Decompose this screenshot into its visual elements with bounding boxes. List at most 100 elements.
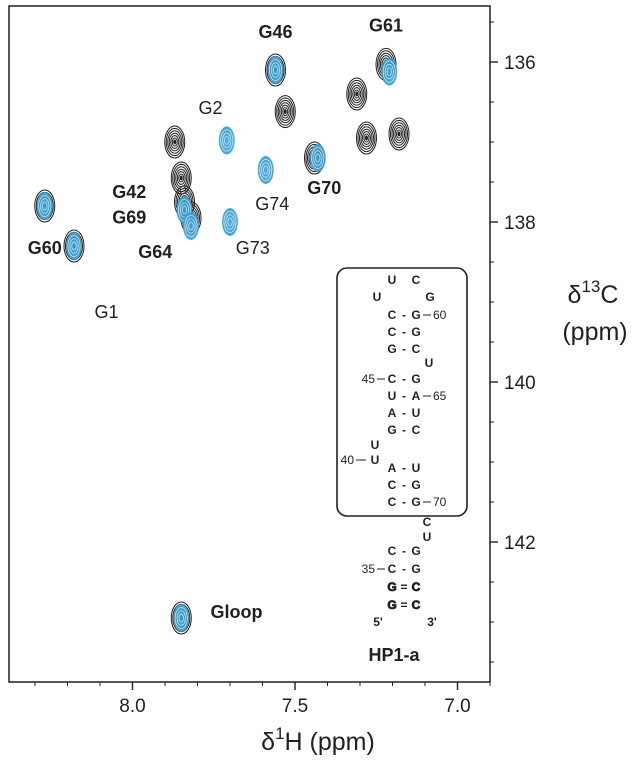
hairpin-base: G bbox=[411, 478, 420, 492]
hairpin-base: - bbox=[402, 461, 406, 475]
y-tick-label: 138 bbox=[504, 213, 536, 234]
peak-blue bbox=[267, 56, 284, 84]
hairpin-base: - bbox=[402, 562, 406, 576]
hairpin-base: A bbox=[388, 406, 397, 420]
hairpin-base: C bbox=[412, 598, 421, 612]
hairpin-base: C bbox=[388, 325, 397, 339]
hairpin-base: 40 bbox=[341, 453, 355, 467]
hairpin-base: - bbox=[402, 495, 406, 509]
hairpin-base: G bbox=[411, 562, 420, 576]
peak-labels-layer: G46 G61 G2 G74 G70 G42 G69 G64 G73 G60 G1 Gloop bbox=[28, 16, 403, 622]
hairpin-base: G bbox=[387, 580, 396, 594]
hairpin-base: A bbox=[388, 461, 397, 475]
hairpin-base: U bbox=[423, 530, 432, 544]
peak-label: Gloop bbox=[211, 602, 263, 622]
hairpin-base: - bbox=[402, 342, 406, 356]
hairpin-base: G bbox=[411, 544, 420, 558]
peak-blue bbox=[309, 144, 326, 172]
peak-label: G74 bbox=[255, 194, 289, 214]
hairpin-base: - bbox=[402, 389, 406, 403]
peak-blue bbox=[218, 126, 235, 155]
peak-label: G60 bbox=[28, 238, 62, 258]
peak-blue bbox=[66, 232, 82, 260]
hairpin-base: - bbox=[402, 372, 406, 386]
x-axis: 8.0 7.5 7.0 bbox=[34, 682, 491, 717]
peak-label: G2 bbox=[198, 98, 222, 118]
peak-blue bbox=[381, 57, 398, 86]
hairpin-base: C bbox=[412, 580, 421, 594]
hairpin-base: C bbox=[388, 478, 397, 492]
peak-blue bbox=[173, 604, 190, 632]
y-tick-label: 142 bbox=[504, 533, 536, 554]
hairpin-base: G bbox=[411, 372, 420, 386]
peak-blue bbox=[183, 212, 199, 240]
peak-black bbox=[274, 95, 296, 129]
peak-label: G70 bbox=[307, 178, 341, 198]
hairpin-base: U bbox=[388, 389, 397, 403]
y-axis: 136 138 140 142 bbox=[490, 21, 536, 663]
peak-label: G1 bbox=[94, 302, 118, 322]
hairpin-base: 60 bbox=[433, 308, 447, 322]
hairpin-base: U bbox=[412, 406, 421, 420]
y-axis-title: δ13C bbox=[568, 277, 619, 309]
peak-label: G42 bbox=[112, 182, 146, 202]
hairpin-base: = bbox=[400, 580, 407, 594]
hairpin-base: U bbox=[371, 453, 380, 467]
hairpin-base: 65 bbox=[433, 389, 447, 403]
peak-label: G64 bbox=[138, 242, 172, 262]
hairpin-base: U bbox=[373, 290, 382, 304]
hairpin-base: 70 bbox=[433, 495, 447, 509]
hairpin-base: C bbox=[412, 273, 421, 287]
hairpin-base: U bbox=[371, 438, 380, 452]
hairpin-base: G bbox=[387, 598, 396, 612]
x-tick-label: 7.0 bbox=[444, 696, 470, 717]
hairpin-base: U bbox=[412, 461, 421, 475]
hairpin-base: - bbox=[402, 325, 406, 339]
peaks-layer bbox=[34, 47, 410, 635]
hairpin-base: C bbox=[423, 515, 432, 529]
peak-blue bbox=[257, 156, 274, 184]
peak-blue bbox=[36, 192, 53, 220]
peak-black bbox=[356, 121, 377, 155]
hairpin-base: - bbox=[402, 406, 406, 420]
hairpin-base: = bbox=[400, 598, 407, 612]
peak-blue bbox=[222, 208, 238, 236]
loop-box bbox=[336, 267, 468, 517]
y-tick-label: 136 bbox=[504, 53, 536, 74]
x-tick-label: 7.5 bbox=[282, 696, 308, 717]
peak-black bbox=[164, 125, 186, 159]
hairpin-base: - bbox=[402, 423, 406, 437]
peak-label: G73 bbox=[236, 238, 270, 258]
hairpin-base: 3' bbox=[427, 615, 437, 629]
y-tick-label: 140 bbox=[504, 373, 536, 394]
hairpin-base: G bbox=[387, 423, 396, 437]
hairpin-base: - bbox=[402, 478, 406, 492]
hairpin-base: G bbox=[425, 290, 434, 304]
hairpin-base: U bbox=[388, 273, 397, 287]
hairpin-base: G bbox=[411, 325, 420, 339]
peak-label: G46 bbox=[258, 22, 292, 42]
hairpin-title: HP1-a bbox=[368, 645, 420, 665]
hairpin-base: G bbox=[387, 342, 396, 356]
peak-label: G69 bbox=[112, 208, 146, 228]
x-tick-label: 8.0 bbox=[119, 696, 145, 717]
plot-frame bbox=[8, 5, 491, 683]
hairpin-base: C bbox=[388, 544, 397, 558]
hairpin-base: C bbox=[388, 495, 397, 509]
hairpin-base: U bbox=[425, 356, 434, 370]
y-axis-unit: (ppm) bbox=[562, 318, 627, 346]
hairpin-base: - bbox=[402, 544, 406, 558]
hairpin-base: G bbox=[411, 308, 420, 322]
hairpin-base: 5' bbox=[373, 615, 383, 629]
peak-label: G61 bbox=[369, 16, 403, 36]
peak-black bbox=[388, 117, 410, 151]
peak-black bbox=[346, 77, 368, 111]
hairpin-base: C bbox=[412, 423, 421, 437]
hairpin-base: C bbox=[388, 562, 397, 576]
hairpin-base: - bbox=[402, 308, 406, 322]
hairpin-base: G bbox=[411, 495, 420, 509]
hairpin-base: 35 bbox=[362, 562, 376, 576]
